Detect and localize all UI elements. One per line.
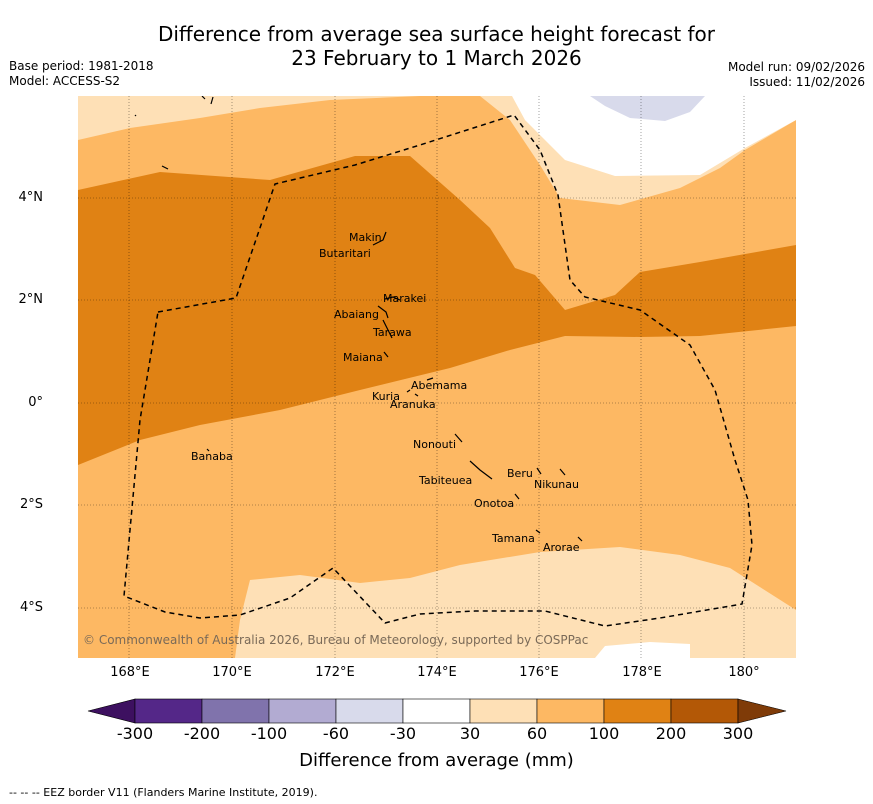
lon-tick-172e: 172°E [315,665,355,680]
lon-tick-180: 180° [728,665,760,680]
eez-footnote: -- -- -- EEZ border V11 (Flanders Marine… [9,786,318,799]
title-line-2: 23 February to 1 March 2026 [291,46,582,70]
colorbar-tick: -300 [116,724,154,743]
lat-tick-0: 0° [28,395,43,410]
colorbar-segment-2 [201,698,270,724]
island-banaba: Banaba [191,450,233,463]
island-outlines [134,96,583,542]
lon-tick-176e: 176°E [519,665,559,680]
lon-tick-174e: 174°E [417,665,457,680]
island-nikunau: Nikunau [534,478,579,491]
colorbar-tick: 60 [526,724,548,743]
colorbar-tick: 300 [722,724,754,743]
colorbar-tick: 100 [588,724,620,743]
colorbar-extend-low [87,698,136,724]
colorbar-segment-8 [603,698,672,724]
band-neutral-north [482,96,796,176]
lon-tick-170e: 170°E [212,665,252,680]
colorbar-tick: -60 [322,724,350,743]
meta-left: Base period: 1981-2018 Model: ACCESS-S2 [9,59,154,89]
band-minus30-minus60 [590,96,705,121]
colorbar-label: Difference from average (mm) [299,750,574,771]
island-marakei: Marakei [383,292,426,305]
island-kuria: Kuria [372,390,400,403]
island-onotoa: Onotoa [474,497,514,510]
island-nonouti: Nonouti [413,438,456,451]
colorbar-tick: -100 [250,724,288,743]
model-name: Model: ACCESS-S2 [9,74,121,88]
colorbar-segment-7 [536,698,605,724]
meta-right: Model run: 09/02/2026 Issued: 11/02/2026 [728,60,865,90]
lat-tick-2n: 2°N [18,292,44,307]
colorbar-extend-high [737,698,787,724]
colorbar [87,698,787,724]
lat-tick-2s: 2°S [19,497,43,512]
colorbar-tick: -30 [389,724,417,743]
lat-tick-4n: 4°N [18,190,44,205]
lat-tick-4s: 4°S [19,600,43,615]
island-beru: Beru [507,467,533,480]
band-neutral-south [595,642,690,658]
band-30-60-north-left [78,96,420,140]
island-abemama: Abemama [411,379,467,392]
copyright-notice: © Commonwealth of Australia 2026, Bureau… [83,633,588,647]
island-tabiteuea: Tabiteuea [418,474,472,487]
colorbar-segment-5 [402,698,471,724]
island-labels: Makin Butaritari Marakei Abaiang Tarawa … [191,231,580,554]
chart-title: Difference from average sea surface heig… [0,22,873,70]
colorbar-segment-6 [469,698,538,724]
sea-height-contours [78,96,796,658]
title-line-1: Difference from average sea surface heig… [157,22,716,46]
gridlines [78,96,796,658]
colorbar-tick: 200 [655,724,687,743]
colorbar-tick: -200 [183,724,221,743]
band-30-60-south [235,547,796,658]
lon-tick-168e: 168°E [110,665,150,680]
island-arorae: Arorae [543,541,580,554]
colorbar-tick: 30 [459,724,481,743]
colorbar-segment-9 [670,698,739,724]
model-run: Model run: 09/02/2026 [727,60,865,74]
colorbar-segment-3 [268,698,337,724]
colorbar-segment-1 [134,698,203,724]
island-tarawa: Tarawa [372,326,412,339]
base-period: Base period: 1981-2018 [9,59,154,73]
island-aranuka: Aranuka [390,398,436,411]
island-abaiang: Abaiang [334,308,379,321]
colorbar-segment-4 [335,698,404,724]
island-makin: Makin [349,231,382,244]
issued-date: Issued: 11/02/2026 [749,75,865,89]
island-maiana: Maiana [343,351,383,364]
lon-tick-178e: 178°E [622,665,662,680]
island-tamana: Tamana [491,532,535,545]
island-butaritari: Butaritari [319,247,371,260]
